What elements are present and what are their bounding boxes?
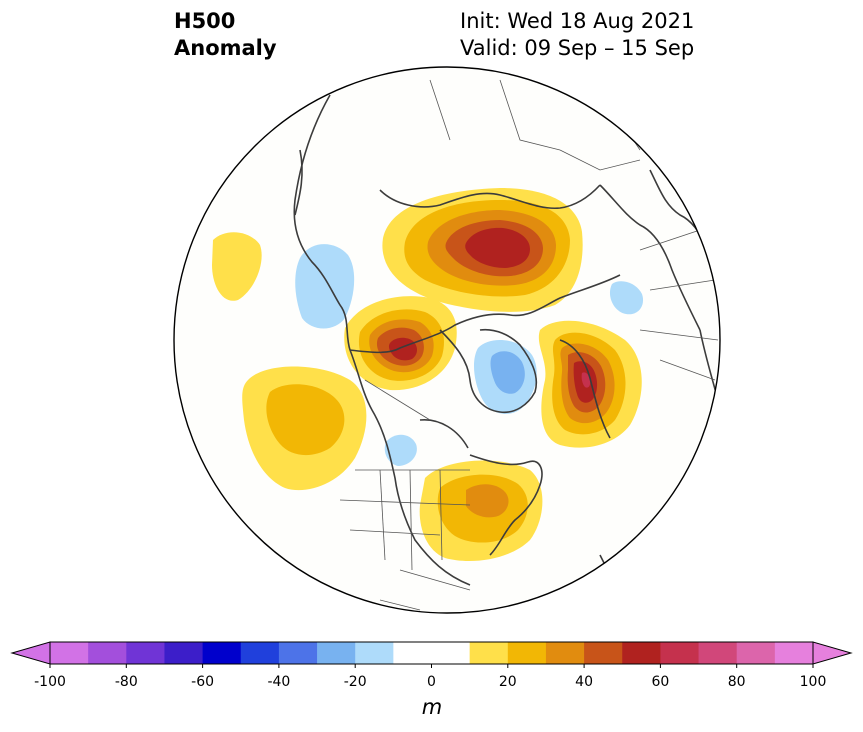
colorbar-level-11 [507,642,547,664]
colorbar-level-5 [240,642,280,664]
siberia-positive-anomaly [382,188,583,312]
east-asia-positive-anomaly [212,232,262,301]
scandinavia-positive-anomaly [538,320,642,448]
polar-stereographic-map [173,66,721,614]
colorbar-level-0 [50,642,89,664]
forecast-info: Init: Wed 18 Aug 2021 Valid: 09 Sep – 15… [460,8,694,62]
colorbar-tick-label: 60 [651,674,670,690]
greenland-negative-anomaly [473,339,537,414]
colorbar-level-2 [126,642,165,664]
colorbar-tick-label: 20 [498,674,517,690]
colorbar-extend-high [812,641,853,665]
north-pacific-positive-anomaly [242,366,367,491]
coastlines [293,94,719,601]
colorbar-level-13 [584,642,623,664]
colorbar-level-1 [88,642,127,664]
north-america-positive-anomaly [419,460,543,561]
colorbar-tick-label: 80 [727,674,746,690]
political-borders [339,79,719,611]
colorbar-tick-label: 40 [575,674,594,690]
colorbar-level-8 [355,642,394,664]
colorbar-tick-label: -100 [34,674,66,690]
colorbar-level-9 [393,642,471,664]
title-line-2: Anomaly [174,36,277,60]
title-line-1: H500 [174,9,236,33]
northeast-asia-negative-anomaly [295,244,355,329]
colorbar-level-17 [736,642,776,664]
init-date: Init: Wed 18 Aug 2021 [460,9,695,33]
colorbar-level-16 [698,642,738,664]
colorbar-level-6 [278,642,318,664]
colorbar-unit: m [421,695,443,719]
colorbar-extend-low [10,641,51,665]
colorbar-tick-label: 0 [427,674,436,690]
colorbar-tick-label: -60 [191,674,215,690]
colorbar-level-18 [774,642,814,664]
northern-europe-negative-anomaly [609,281,644,315]
colorbar-tick-label: -40 [267,674,291,690]
colorbar-tick-label: 100 [799,674,827,690]
colorbar-tick-label: -80 [114,674,138,690]
colorbar-level-15 [660,642,700,664]
colorbar-level-4 [202,642,242,664]
colorbar-level-10 [469,642,509,664]
colorbar-level-14 [622,642,661,664]
anomaly-contours [212,79,719,611]
map-boundary [173,66,721,614]
colorbar [10,641,853,668]
valid-period: Valid: 09 Sep – 15 Sep [460,36,695,60]
colorbar-level-7 [317,642,356,664]
colorbar-tick-label: -20 [343,674,367,690]
colorbar-level-3 [164,642,204,664]
western-canada-negative-anomaly [384,434,417,466]
alaska-positive-anomaly [344,296,457,391]
colorbar-level-12 [545,642,585,664]
map-title: H500 Anomaly [174,8,277,62]
